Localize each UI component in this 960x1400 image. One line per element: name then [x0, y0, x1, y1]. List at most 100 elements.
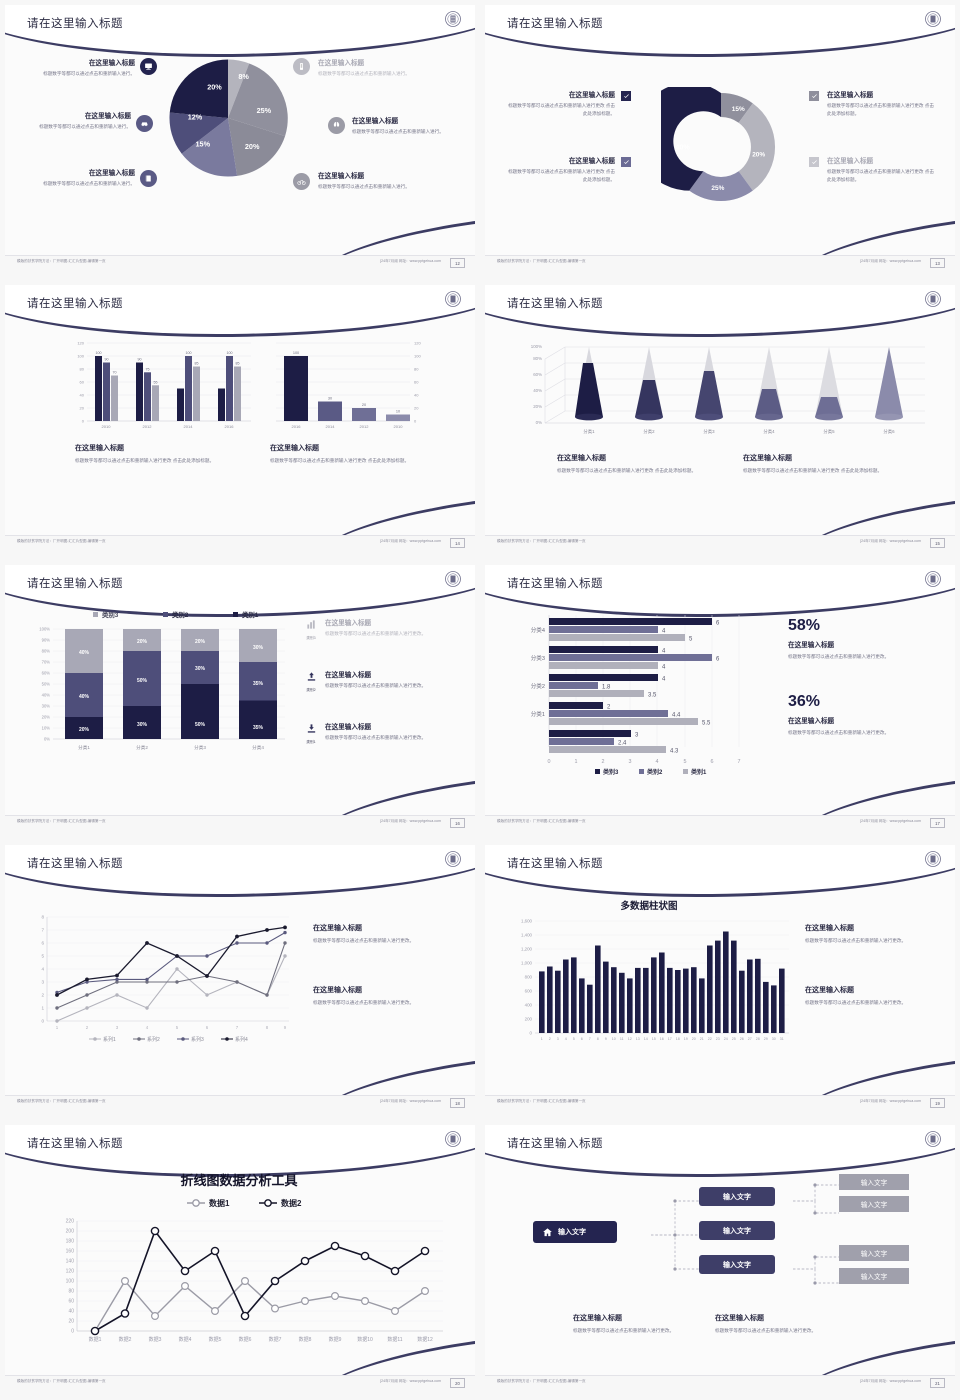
slide-title: 请在这里输入标题 [507, 298, 603, 310]
slide-canvas: 请在这里输入标题 折线图数据分析工具 数据1 数据2 [5, 1125, 475, 1390]
right-item-1[interactable]: 在这里输入标题 标题数字等都可以通过点击和重新输入进行更改 点击此处添加标题。 [827, 89, 935, 117]
caption-1[interactable]: 在这里输入标题 标题数字等都可以通过点击和重新输入进行更改。 [573, 1313, 703, 1335]
slide-thumbnail-16[interactable]: 请在这里输入标题 类别3 类别2 类别1 [0, 560, 480, 840]
slide-thumbnail-13[interactable]: 请在这里输入标题 在这里输入标题 标题数字等都可以通过点击和重新输入进行更改 点… [480, 0, 960, 280]
svg-text:23: 23 [716, 1037, 720, 1041]
svg-text:16: 16 [660, 1037, 664, 1041]
svg-text:数据8: 数据8 [299, 1336, 312, 1343]
tree-node-l3-2[interactable]: 输入文字 [839, 1196, 909, 1212]
caption-1[interactable]: 在这里输入标题 标题数字等都可以通过点击和重新输入进行更改 点击此处添加标题。 [557, 453, 707, 475]
tree-node-l3-4[interactable]: 输入文字 [839, 1268, 909, 1284]
download-icon[interactable]: 类别1 [303, 721, 319, 745]
tree-node-l2-1[interactable]: 输入文字 [699, 1187, 775, 1206]
svg-text:5: 5 [573, 1037, 575, 1041]
checkbox-1[interactable] [621, 91, 631, 101]
slide-thumbnail-14[interactable]: 请在这里输入标题 120 100 80 60 40 20 0 [0, 280, 480, 560]
svg-text:90%: 90% [42, 638, 51, 643]
left-item-1[interactable]: 在这里输入标题 标题数字等都可以通过点击和重新输入进行。 [23, 57, 135, 78]
svg-text:5: 5 [176, 1025, 179, 1030]
caption-1[interactable]: 在这里输入标题 标题数字等都可以通过点击和重新输入进行更改。 [805, 923, 931, 945]
book-icon[interactable] [140, 170, 157, 187]
svg-text:3: 3 [629, 759, 632, 765]
cone-3 [695, 347, 723, 421]
side-item-2[interactable]: 类别2 在这里输入标题 标题数字等都可以通过点击和重新输入进行更改。 [303, 669, 443, 693]
item-body: 标题数字等都可以通过点击和重新输入进行更改 点击此处添加标题。 [827, 169, 934, 182]
bar-chart-icon[interactable]: 类别3 [303, 617, 319, 641]
svg-text:90: 90 [105, 358, 109, 362]
donut-label-1: 40% [675, 142, 690, 151]
binoculars-icon[interactable] [328, 117, 345, 134]
page-number: 12 [450, 258, 465, 268]
university-seal-icon [925, 11, 941, 27]
phone-icon[interactable] [293, 58, 310, 75]
caption-2[interactable]: 在这里输入标题 标题数字等都可以通过点击和重新输入进行更改。 [715, 1313, 845, 1335]
checkbox-2[interactable] [621, 157, 631, 167]
caption-1[interactable]: 在这里输入标题 标题数字等都可以通过点击和重新输入进行更改 点击此处添加标题。 [75, 443, 225, 465]
right-item-2[interactable]: 在这里输入标题 标题数字等都可以通过点击和重新输入进行更改 点击此处添加标题。 [827, 155, 935, 183]
item-body: 标题数字等都可以通过点击和重新输入进行。 [43, 181, 135, 186]
donut-label-4: 25% [711, 185, 724, 192]
side-item-3[interactable]: 类别1 在这里输入标题 标题数字等都可以通过点击和重新输入进行更改。 [303, 721, 443, 745]
svg-text:40%: 40% [79, 694, 90, 700]
slide-thumbnail-20[interactable]: 请在这里输入标题 折线图数据分析工具 数据1 数据2 [0, 1120, 480, 1400]
university-seal-icon [925, 851, 941, 867]
tree-node-label: 输入文字 [860, 1274, 888, 1281]
svg-text:180: 180 [66, 1239, 75, 1245]
caption-body: 标题数字等都可以通过点击和重新输入进行更改 点击此处添加标题。 [557, 468, 697, 473]
item-body: 标题数字等都可以通过点击和重新输入进行更改。 [325, 683, 427, 688]
svg-text:3: 3 [635, 733, 639, 739]
svg-text:6: 6 [716, 657, 720, 663]
svg-text:200: 200 [66, 1229, 75, 1235]
stat-2[interactable]: 36% 在这里输入标题 标题数字等都可以通过点击和重新输入进行更改。 [788, 693, 918, 737]
svg-text:分类2: 分类2 [531, 682, 545, 690]
slide-thumbnail-15[interactable]: 请在这里输入标题 0% 20% 40% [480, 280, 960, 560]
checkbox-3[interactable] [809, 91, 819, 101]
slide-thumbnail-19[interactable]: 请在这里输入标题 多数据柱状图 1,600 1,400 1,200 1,000 800… [480, 840, 960, 1120]
cone-6 [875, 347, 903, 421]
slide-title: 请在这里输入标题 [507, 1138, 603, 1150]
tree-node-l3-1[interactable]: 输入文字 [839, 1174, 909, 1190]
tree-node-l2-3[interactable]: 输入文字 [699, 1255, 775, 1274]
slide-thumbnail-18[interactable]: 请在这里输入标题 8 7 6 5 4 3 2 1 0 [0, 840, 480, 1120]
side-item-1[interactable]: 类别3 在这里输入标题 标题数字等都可以通过点击和重新输入进行更改。 [303, 617, 443, 641]
footer-right-text: [24年7月阅 网址：www.pptgehua.com [380, 819, 441, 823]
slide-thumbnail-17[interactable]: 请在这里输入标题 6 4 [480, 560, 960, 840]
tree-node-l2-2[interactable]: 输入文字 [699, 1221, 775, 1240]
svg-text:20: 20 [362, 403, 366, 407]
slide-thumbnail-21[interactable]: 请在这里输入标题 [480, 1120, 960, 1400]
caption-2[interactable]: 在这里输入标题 标题数字等都可以通过点击和重新输入进行更改。 [805, 985, 931, 1007]
upload-icon[interactable]: 类别2 [303, 669, 319, 693]
checkbox-4[interactable] [809, 157, 819, 167]
caption-2[interactable]: 在这里输入标题 标题数字等都可以通过点击和重新输入进行更改 点击此处添加标题。 [743, 453, 893, 475]
left-item-2[interactable]: 在这里输入标题 标题数字等都可以通过点击和重新输入进行。 [23, 110, 131, 131]
slide-canvas: 请在这里输入标题 120 100 80 60 40 20 0 [5, 285, 475, 550]
university-seal-icon [925, 571, 941, 587]
svg-text:2: 2 [86, 1025, 89, 1030]
cone-4 [755, 347, 783, 421]
svg-text:1,400: 1,400 [521, 933, 533, 938]
svg-text:6: 6 [716, 621, 720, 627]
right-item-2[interactable]: 在这里输入标题 标题数字等都可以通过点击和重新输入进行。 [352, 115, 450, 136]
bicycle-icon[interactable] [293, 173, 310, 190]
svg-text:160: 160 [66, 1249, 75, 1255]
decor-swoosh-top [485, 5, 955, 57]
monitor-icon[interactable] [140, 58, 157, 75]
stat-1[interactable]: 58% 在这里输入标题 标题数字等都可以通过点击和重新输入进行更改。 [788, 617, 918, 661]
caption-2[interactable]: 在这里输入标题 标题数字等都可以通过点击和重新输入进行更改。 [313, 985, 443, 1007]
caption-2[interactable]: 在这里输入标题 标题数字等都可以通过点击和重新输入进行更改 点击此处添加标题。 [270, 443, 420, 465]
caption-1[interactable]: 在这里输入标题 标题数字等都可以通过点击和重新输入进行更改。 [313, 923, 443, 945]
tree-node-l3-3[interactable]: 输入文字 [839, 1245, 909, 1261]
item-heading: 在这里输入标题 [318, 173, 365, 180]
slide-thumbnail-12[interactable]: 请在这里输入标题 在这里输入标题 标题数字等都可以通过点击和重新输入进行。 在这… [0, 0, 480, 280]
left-item-1[interactable]: 在这里输入标题 标题数字等都可以通过点击和重新输入进行更改 点击此处添加标题。 [507, 89, 615, 117]
caption-heading: 在这里输入标题 [805, 925, 854, 932]
left-item-3[interactable]: 在这里输入标题 标题数字等都可以通过点击和重新输入进行。 [23, 167, 135, 188]
car-icon[interactable] [136, 115, 153, 132]
svg-text:100%: 100% [531, 344, 542, 349]
svg-text:13: 13 [636, 1037, 640, 1041]
right-item-3[interactable]: 在这里输入标题 标题数字等都可以通过点击和重新输入进行。 [318, 170, 430, 191]
right-item-1[interactable]: 在这里输入标题 标题数字等都可以通过点击和重新输入进行。 [318, 57, 433, 78]
svg-text:60%: 60% [533, 372, 542, 377]
left-item-2[interactable]: 在这里输入标题 标题数字等都可以通过点击和重新输入进行更改 点击此处添加标题。 [507, 155, 615, 183]
tree-root-node[interactable]: 输入文字 [533, 1221, 617, 1243]
